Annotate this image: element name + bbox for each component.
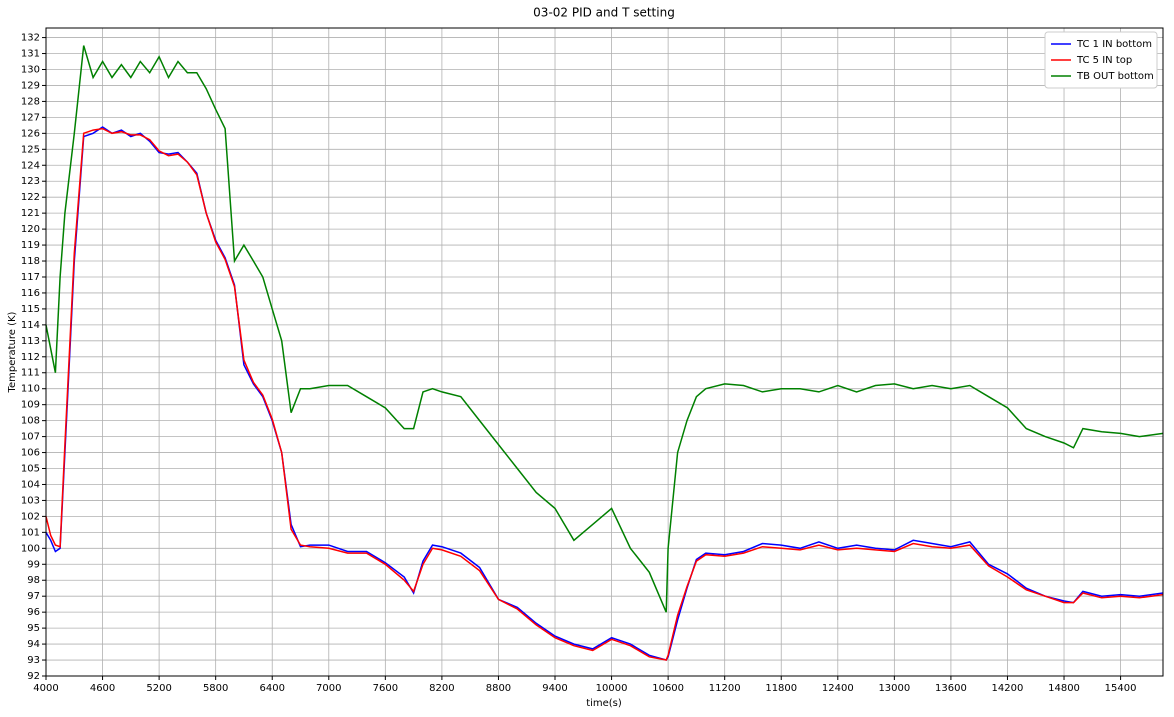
y-tick-label: 103 bbox=[21, 495, 40, 506]
series-line bbox=[45, 126, 1164, 661]
y-tick-label: 130 bbox=[21, 64, 40, 75]
y-tick-label: 121 bbox=[21, 208, 40, 219]
series-line bbox=[45, 45, 1164, 613]
y-tick-label: 101 bbox=[21, 527, 40, 538]
x-tick-label: 13000 bbox=[878, 683, 910, 694]
x-tick-label: 8200 bbox=[429, 683, 454, 694]
x-tick-label: 5200 bbox=[146, 683, 171, 694]
x-tick-label: 8800 bbox=[486, 683, 511, 694]
y-tick-label: 113 bbox=[21, 336, 40, 347]
y-tick-label: 125 bbox=[21, 144, 40, 155]
y-tick-label: 132 bbox=[21, 33, 40, 44]
y-tick-label: 92 bbox=[27, 671, 40, 682]
y-tick-label: 111 bbox=[21, 368, 40, 379]
legend-label: TC 5 IN top bbox=[1076, 55, 1132, 66]
y-tick-label: 105 bbox=[21, 464, 40, 475]
y-tick-label: 106 bbox=[21, 448, 40, 459]
y-tick-label: 115 bbox=[21, 304, 40, 315]
y-tick-label: 95 bbox=[27, 623, 40, 634]
y-tick-label: 98 bbox=[27, 575, 40, 586]
x-tick-label: 11800 bbox=[765, 683, 797, 694]
y-tick-label: 100 bbox=[21, 543, 40, 554]
x-axis-label: time(s) bbox=[586, 698, 622, 709]
x-tick-label: 10000 bbox=[596, 683, 628, 694]
x-tick-label: 13600 bbox=[935, 683, 967, 694]
x-tick-label: 4600 bbox=[90, 683, 115, 694]
y-tick-label: 118 bbox=[21, 256, 40, 267]
y-tick-label: 109 bbox=[21, 400, 40, 411]
x-tick-label: 14800 bbox=[1048, 683, 1080, 694]
legend-label: TB OUT bottom bbox=[1076, 71, 1154, 82]
y-tick-label: 93 bbox=[27, 655, 40, 666]
x-tick-label: 10600 bbox=[652, 683, 684, 694]
y-tick-label: 129 bbox=[21, 80, 40, 91]
x-tick-label: 5800 bbox=[203, 683, 228, 694]
y-tick-label: 112 bbox=[21, 352, 40, 363]
y-tick-label: 116 bbox=[21, 288, 40, 299]
y-tick-label: 94 bbox=[27, 639, 40, 650]
x-tick-label: 9400 bbox=[542, 683, 567, 694]
x-tick-label: 6400 bbox=[260, 683, 285, 694]
y-tick-label: 99 bbox=[27, 559, 40, 570]
x-tick-label: 4000 bbox=[33, 683, 58, 694]
x-tick-label: 12400 bbox=[822, 683, 854, 694]
y-tick-label: 124 bbox=[21, 160, 40, 171]
x-tick-label: 7000 bbox=[316, 683, 341, 694]
chart-title: 03-02 PID and T setting bbox=[533, 6, 675, 20]
y-tick-label: 123 bbox=[21, 176, 40, 187]
legend-box bbox=[1044, 31, 1158, 89]
y-tick-label: 102 bbox=[21, 511, 40, 522]
y-tick-label: 126 bbox=[21, 128, 40, 139]
legend-label: TC 1 IN bottom bbox=[1076, 39, 1152, 50]
y-axis-label: Temperature (K) bbox=[7, 311, 18, 393]
series-line bbox=[45, 127, 1164, 661]
y-tick-label: 117 bbox=[21, 272, 40, 283]
y-tick-label: 108 bbox=[21, 416, 40, 427]
x-tick-label: 7600 bbox=[373, 683, 398, 694]
y-tick-label: 104 bbox=[21, 479, 40, 490]
y-tick-label: 96 bbox=[27, 607, 40, 618]
x-tick-label: 15400 bbox=[1105, 683, 1137, 694]
x-tick-label: 14200 bbox=[992, 683, 1024, 694]
x-tick-label: 11200 bbox=[709, 683, 741, 694]
y-tick-label: 120 bbox=[21, 224, 40, 235]
y-tick-label: 127 bbox=[21, 112, 40, 123]
y-tick-label: 110 bbox=[21, 384, 40, 395]
y-tick-label: 97 bbox=[27, 591, 40, 602]
y-tick-label: 128 bbox=[21, 96, 40, 107]
y-tick-label: 119 bbox=[21, 240, 40, 251]
y-tick-label: 131 bbox=[21, 49, 40, 60]
y-tick-label: 107 bbox=[21, 432, 40, 443]
y-tick-label: 114 bbox=[21, 320, 40, 331]
y-tick-label: 122 bbox=[21, 192, 40, 203]
plot-frame bbox=[45, 27, 1164, 677]
